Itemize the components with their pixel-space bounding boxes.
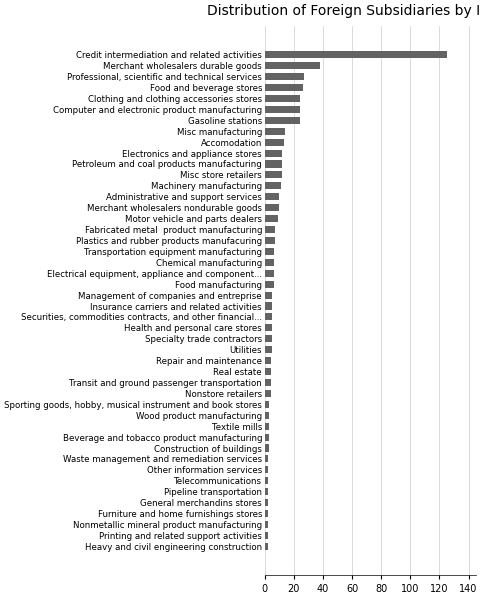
Bar <box>265 106 300 113</box>
Bar <box>265 303 272 310</box>
Bar <box>265 128 285 135</box>
Bar <box>265 84 303 91</box>
Bar <box>265 444 269 451</box>
Bar <box>265 488 268 495</box>
Bar <box>265 248 274 255</box>
Bar <box>265 379 271 386</box>
Bar <box>265 259 274 266</box>
Bar <box>265 280 274 288</box>
Bar <box>265 62 320 69</box>
Bar <box>265 313 272 321</box>
Bar <box>265 204 279 211</box>
Bar <box>265 117 300 124</box>
Bar <box>265 434 269 441</box>
Title: Distribution of Foreign Subsidiaries by Industry: Distribution of Foreign Subsidiaries by … <box>207 4 480 18</box>
Bar <box>265 510 268 517</box>
Bar <box>265 456 268 462</box>
Bar <box>265 401 269 408</box>
Bar <box>265 543 268 550</box>
Bar <box>265 335 272 342</box>
Bar <box>265 532 268 539</box>
Bar <box>265 390 271 397</box>
Bar <box>265 499 268 506</box>
Bar <box>265 139 284 146</box>
Bar <box>265 182 281 190</box>
Bar <box>265 357 271 364</box>
Bar <box>265 237 275 244</box>
Bar <box>265 411 269 419</box>
Bar <box>265 51 447 59</box>
Bar <box>265 466 268 474</box>
Bar <box>265 95 300 102</box>
Bar <box>265 368 271 375</box>
Bar <box>265 477 268 484</box>
Bar <box>265 215 278 222</box>
Bar <box>265 193 279 200</box>
Bar <box>265 346 272 353</box>
Bar <box>265 270 274 277</box>
Bar <box>265 73 304 80</box>
Bar <box>265 521 268 528</box>
Bar <box>265 172 282 178</box>
Bar <box>265 324 272 331</box>
Bar <box>265 160 282 167</box>
Bar <box>265 423 269 430</box>
Bar <box>265 150 282 157</box>
Bar <box>265 226 275 233</box>
Bar <box>265 292 272 298</box>
